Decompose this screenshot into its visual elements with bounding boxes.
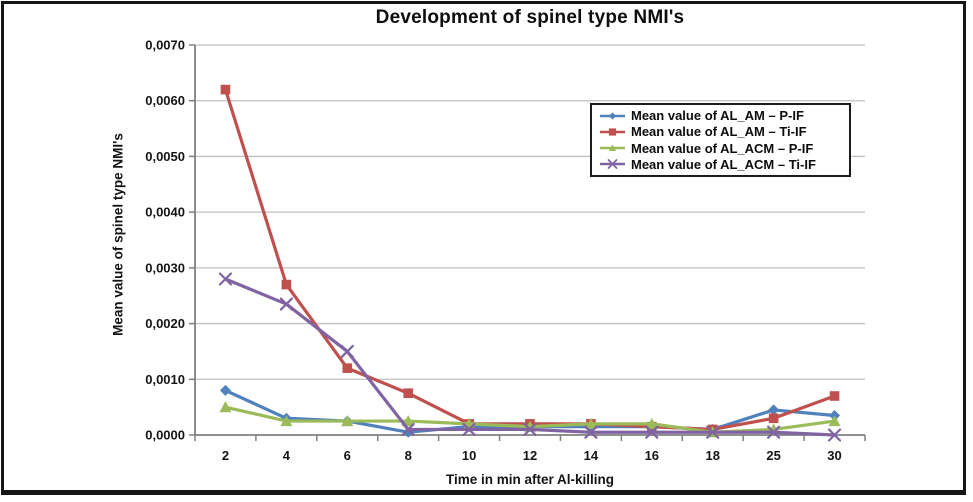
y-tick-label: 0,0070 <box>145 38 185 53</box>
legend-label: Mean value of AL_ACM – P-IF <box>631 140 814 156</box>
y-tick-label: 0,0040 <box>145 205 185 220</box>
square-marker-icon <box>281 279 292 290</box>
diamond-marker-icon <box>608 112 617 120</box>
legend-line-marker-icon <box>600 144 625 152</box>
square-marker-icon <box>768 413 779 424</box>
x-marker-icon <box>607 159 618 170</box>
triangle-marker-icon <box>608 144 617 152</box>
square-marker-icon <box>608 128 617 136</box>
legend-line-marker-icon <box>600 159 625 170</box>
legend-item: Mean value of AL_ACM – Ti-IF <box>599 157 845 172</box>
x-marker-icon <box>584 425 598 439</box>
y-tick-label: 0,0000 <box>145 428 185 443</box>
square-marker-icon <box>403 388 413 399</box>
x-tick-label: 8 <box>405 448 412 463</box>
x-tick-label: 18 <box>705 448 719 463</box>
chart-legend: Mean value of AL_AM – P-IF Mean value of… <box>590 103 851 177</box>
y-axis-title: Mean value of spinel type NMI's <box>110 133 126 336</box>
x-tick-label: 14 <box>584 448 599 463</box>
x-marker-icon <box>645 425 659 439</box>
y-tick-label: 0,0010 <box>145 372 185 387</box>
x-tick-label: 16 <box>645 448 659 463</box>
x-tick-label: 4 <box>283 448 291 463</box>
legend-item: Mean value of AL_AM – Ti-IF <box>599 124 845 139</box>
triangle-marker-icon <box>280 415 293 427</box>
x-tick-label: 6 <box>344 448 351 463</box>
triangle-marker-icon <box>341 415 354 427</box>
y-tick-label: 0,0020 <box>145 316 185 331</box>
legend-item: Mean value of AL_AM – P-IF <box>599 108 845 123</box>
legend-label: Mean value of AL_ACM – Ti-IF <box>631 156 816 172</box>
triangle-marker-icon <box>645 417 658 429</box>
legend-line-marker-icon <box>600 128 625 136</box>
square-marker-icon <box>829 391 840 401</box>
legend-label: Mean value of AL_AM – Ti-IF <box>631 124 807 140</box>
y-tick-label: 0,0030 <box>145 260 185 275</box>
x-tick-label: 12 <box>523 448 537 463</box>
x-tick-label: 25 <box>766 448 780 463</box>
legend-label: Mean value of AL_AM – P-IF <box>631 108 804 124</box>
x-marker-icon <box>462 422 476 437</box>
chart-title: Development of spinel type NMI's <box>375 7 685 28</box>
x-tick-label: 10 <box>462 448 476 463</box>
square-marker-icon <box>342 363 353 373</box>
triangle-marker-icon <box>584 417 597 429</box>
legend-line-marker-icon <box>600 112 625 120</box>
diamond-marker-icon <box>219 384 231 396</box>
x-marker-icon <box>279 297 293 311</box>
x-axis-title: Time in min after Al-killing <box>445 472 615 487</box>
x-marker-icon <box>218 272 233 286</box>
x-tick-label: 30 <box>827 448 841 463</box>
y-tick-label: 0,0050 <box>145 149 185 164</box>
x-marker-icon <box>523 422 537 437</box>
diamond-marker-icon <box>768 404 780 416</box>
legend-item: Mean value of AL_ACM – P-IF <box>599 141 845 156</box>
triangle-marker-icon <box>828 415 841 427</box>
x-marker-icon <box>706 425 720 439</box>
x-marker-icon <box>767 425 781 439</box>
x-marker-icon <box>401 422 415 437</box>
square-marker-icon <box>220 84 231 95</box>
x-marker-icon <box>827 428 842 442</box>
y-tick-label: 0,0060 <box>145 93 185 108</box>
series-line-3 <box>223 277 837 437</box>
x-marker-icon <box>340 344 354 359</box>
x-tick-label: 2 <box>222 448 229 463</box>
triangle-marker-icon <box>219 401 232 413</box>
